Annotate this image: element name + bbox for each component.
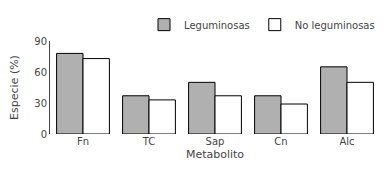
svg-text:Fn: Fn	[77, 136, 89, 147]
svg-text:30: 30	[34, 98, 47, 109]
svg-text:Metabolito: Metabolito	[186, 148, 244, 161]
svg-text:No leguminosas: No leguminosas	[295, 20, 375, 31]
svg-text:Cn: Cn	[274, 136, 287, 147]
svg-text:TC: TC	[142, 136, 156, 147]
svg-text:Sap: Sap	[206, 136, 225, 147]
svg-text:Alc: Alc	[339, 136, 354, 147]
svg-text:Especie (%): Especie (%)	[8, 55, 21, 120]
svg-text:Leguminosas: Leguminosas	[184, 20, 250, 31]
svg-text:0: 0	[41, 129, 47, 140]
svg-text:90: 90	[34, 36, 47, 47]
svg-text:60: 60	[34, 67, 47, 78]
